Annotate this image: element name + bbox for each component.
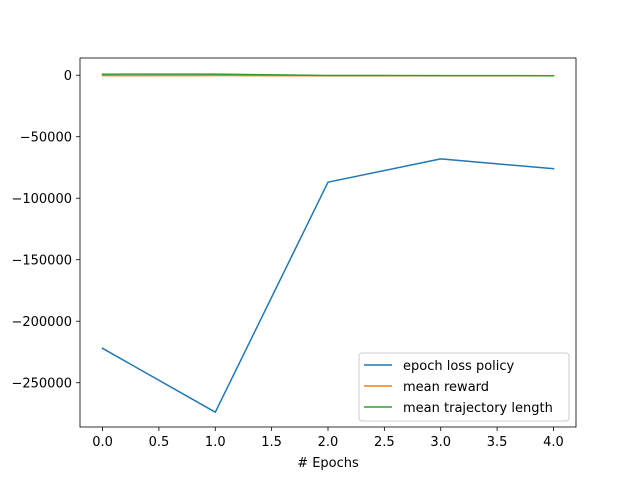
legend: epoch loss policy mean reward mean traject…	[358, 352, 570, 422]
legend-label-2: mean trajectory length	[403, 401, 553, 416]
y-tick-label-3: −150000	[11, 254, 72, 269]
y-tick-label-5: −250000	[11, 377, 72, 392]
x-tick-label-2: 1.0	[205, 435, 226, 450]
x-tick-label-1: 0.5	[149, 435, 170, 450]
x-tick-label-5: 2.5	[374, 435, 395, 450]
x-tick-label-3: 1.5	[261, 435, 282, 450]
y-tick-label-4: −200000	[11, 315, 72, 330]
series-line-2	[101, 73, 555, 77]
plot-area	[79, 57, 577, 428]
x-tick-label-0: 0.0	[92, 435, 113, 450]
x-tick-label-6: 3.0	[430, 435, 451, 450]
x-tick-label-7: 3.5	[487, 435, 508, 450]
legend-box	[358, 352, 570, 422]
x-axis-ticks: 0.0 0.5 1.0 1.5 2.0 2.5 3.0 3.5 4.0	[92, 427, 564, 450]
legend-label-1: mean reward	[403, 380, 489, 395]
legend-label-0: epoch loss policy	[403, 359, 515, 374]
x-tick-label-4: 2.0	[318, 435, 339, 450]
series-line-0	[101, 158, 555, 413]
y-tick-label-1: −50000	[20, 131, 72, 146]
y-tick-label-2: −100000	[11, 192, 72, 207]
y-tick-label-0: 0	[64, 69, 72, 84]
y-axis-ticks: 0 −50000 −100000 −150000 −200000 −250000	[11, 69, 80, 392]
x-axis-label: # Epochs	[297, 456, 359, 471]
x-tick-label-8: 4.0	[543, 435, 564, 450]
